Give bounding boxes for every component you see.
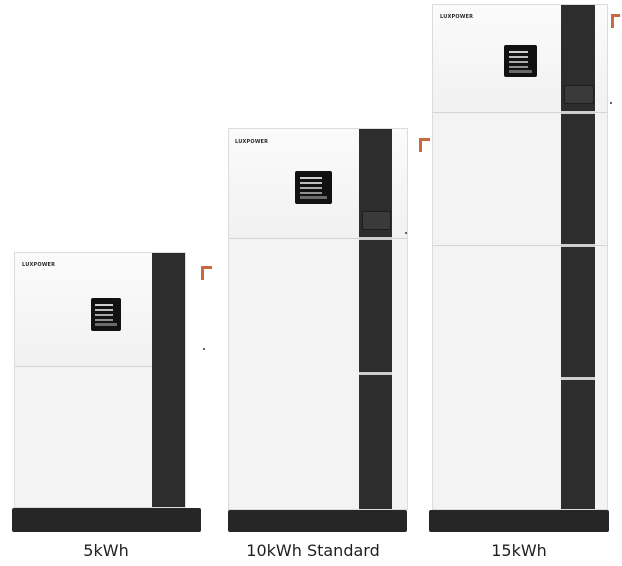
side-connector-dot [405, 232, 407, 234]
side-handle-icon [201, 266, 204, 280]
side-handle-icon [419, 138, 422, 152]
cabinet-body: LUXPOWER [432, 4, 608, 510]
side-connector-dot [203, 348, 205, 350]
cabinet-body: LUXPOWER [228, 128, 408, 510]
brand-logo: LUXPOWER [235, 139, 269, 145]
brand-logo: LUXPOWER [22, 262, 56, 268]
module-status-panel [362, 211, 391, 230]
pedestal-base [228, 510, 407, 532]
lcd-display-screen [91, 298, 121, 331]
stripe-module-gap [359, 237, 392, 240]
brand-logo: LUXPOWER [440, 14, 474, 20]
pedestal-base [429, 510, 609, 532]
module-divider [433, 245, 607, 246]
pedestal-base [12, 508, 201, 532]
lcd-display-screen [504, 45, 537, 77]
module-status-panel [564, 85, 594, 104]
side-handle-arm [611, 14, 620, 17]
cabinet-body: LUXPOWER [14, 252, 186, 508]
stripe-module-gap [561, 111, 595, 114]
side-dark-stripe [359, 129, 392, 509]
module-divider [433, 112, 607, 113]
stripe-module-gap [561, 244, 595, 247]
side-dark-stripe [561, 5, 595, 509]
side-handle-arm [419, 138, 430, 141]
stripe-module-gap [359, 372, 392, 375]
side-connector-dot [610, 102, 612, 104]
capacity-label-15kwh: 15kWh [491, 541, 547, 560]
stripe-module-gap [561, 377, 595, 380]
side-dark-stripe [152, 253, 185, 507]
module-divider [15, 366, 185, 367]
capacity-label-10kwh-standard: 10kWh Standard [246, 541, 380, 560]
capacity-label-5kwh: 5kWh [83, 541, 129, 560]
lcd-display-screen [295, 171, 332, 204]
side-handle-arm [201, 266, 212, 269]
module-divider [229, 238, 407, 239]
side-handle-icon [611, 14, 614, 28]
